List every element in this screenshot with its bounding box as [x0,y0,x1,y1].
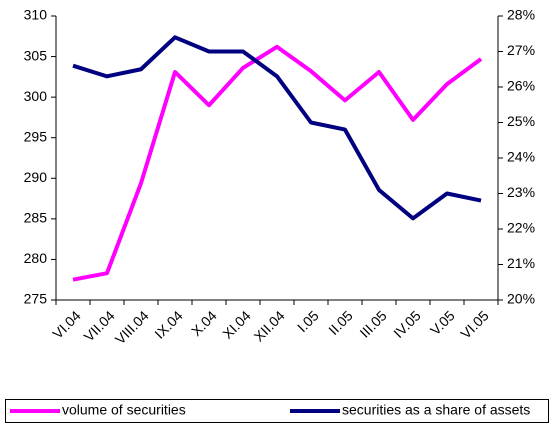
y-tick-label: 310 [24,7,48,23]
x-tick-label: V.05 [427,307,458,338]
series-line [72,35,482,221]
y-tick-label: 290 [24,169,48,185]
y2-tick-label: 23% [507,184,535,200]
y-tick-label: 275 [24,291,48,307]
legend-box [5,399,549,423]
x-tick-label: II.05 [325,307,356,338]
x-tick-label: IV.05 [390,307,424,341]
y-tick-label: 300 [24,88,48,104]
x-tick-label: X.04 [188,307,220,339]
y2-tick-label: 22% [507,220,535,236]
y-tick-label: 305 [24,47,48,63]
x-tick-label: VIII.04 [112,307,152,347]
legend-label: securities as a share of assets [342,402,530,418]
legend-label: volume of securities [62,402,186,418]
x-tick-label: VII.04 [81,307,118,344]
y2-tick-label: 20% [507,291,535,307]
x-tick-label: VI.04 [49,307,84,342]
x-tick-label: III.05 [356,307,389,340]
x-tick-label: XII.04 [251,307,288,344]
y2-tick-label: 27% [507,42,535,58]
y2-tick-label: 26% [507,78,535,94]
y2-tick-label: 25% [507,113,535,129]
y2-tick-label: 21% [507,255,535,271]
y-tick-label: 295 [24,128,48,144]
x-tick-label: IX.04 [151,307,186,342]
series-line [72,44,483,282]
x-tick-label: XI.04 [219,307,254,342]
y-tick-label: 285 [24,210,48,226]
y-tick-label: 280 [24,250,48,266]
y2-tick-label: 28% [507,7,535,23]
x-tick-label: I.05 [294,307,322,335]
y2-tick-label: 24% [507,149,535,165]
x-tick-label: VI.05 [457,307,492,342]
